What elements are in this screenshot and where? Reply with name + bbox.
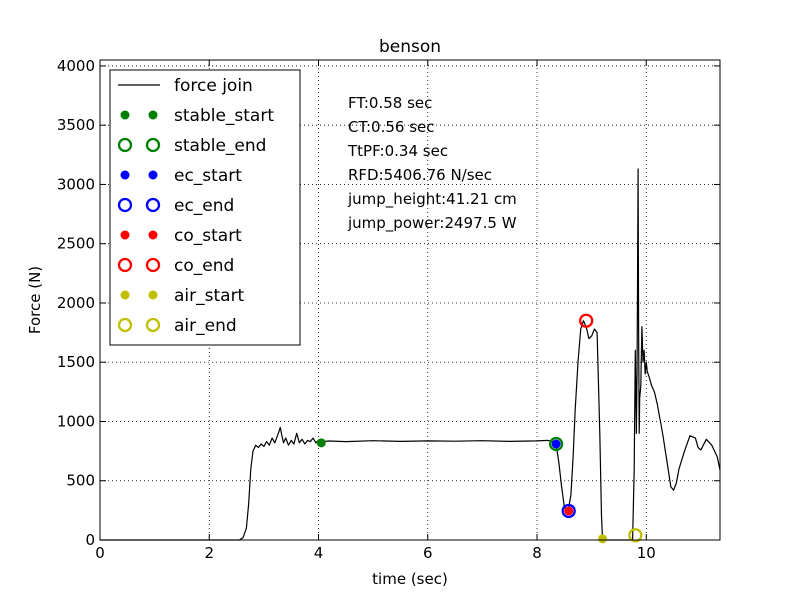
y-tick-label: 500 [66, 472, 95, 490]
legend-swatch-ec-start [148, 170, 158, 180]
marker-co-start [564, 506, 574, 516]
annotation-ct: CT:0.56 sec [348, 118, 435, 136]
legend-frame [109, 69, 301, 346]
legend-swatch-air-start [148, 290, 158, 300]
legend-label-stable-start: stable_start [174, 106, 274, 126]
legend-swatch-stable-end [117, 137, 133, 153]
y-tick-label: 1500 [57, 353, 95, 371]
legend-swatch-ec-end [117, 197, 133, 213]
legend-swatch-co-start [148, 230, 158, 240]
legend-label-air-end: air_end [174, 316, 237, 336]
legend-label-air-start: air_start [174, 286, 245, 306]
legend-swatch-co-end [117, 257, 133, 273]
legend-label-force-join: force join [174, 76, 253, 96]
y-tick-label: 2500 [57, 235, 95, 253]
y-tick-label: 4000 [57, 57, 95, 75]
annotation-rfd: RFD:5406.76 N/sec [348, 166, 492, 184]
y-tick-label: 3500 [57, 116, 95, 134]
tick-layer: 0 2 4 6 8 10 0 500 1000 1500 2000 2500 3000 3500 4000 [57, 57, 720, 562]
marker-ec-start [551, 439, 561, 449]
x-tick-label: 0 [95, 544, 105, 562]
marker-air-end [628, 528, 643, 543]
annotation-ttpf: TtPF:0.34 sec [347, 142, 448, 160]
legend-swatch-air-end [145, 317, 161, 333]
y-tick-label: 1000 [57, 412, 95, 430]
stats-annotation-block: FT:0.58 sec CT:0.56 sec TtPF:0.34 sec RF… [347, 94, 517, 233]
series-line-force-join [100, 168, 721, 541]
legend-swatch-air-end [117, 317, 133, 333]
annotation-ft: FT:0.58 sec [348, 94, 432, 112]
marker-layer [316, 313, 643, 544]
legend-swatch-stable-start [120, 110, 130, 120]
legend-swatch-air-start [120, 290, 130, 300]
legend-swatch-co-end [145, 257, 161, 273]
legend-label-ec-end: ec_end [174, 196, 234, 216]
legend-swatch-ec-start [120, 170, 130, 180]
y-tick-label: 2000 [57, 294, 95, 312]
line-layer [100, 168, 721, 541]
x-tick-label: 8 [532, 544, 542, 562]
legend-swatch-stable-end [145, 137, 161, 153]
chart-title: benson [379, 37, 441, 57]
annotation-jump-height: jump_height:41.21 cm [347, 190, 517, 209]
marker-stable-start [316, 438, 326, 448]
y-axis-label: Force (N) [26, 266, 44, 334]
legend-swatch-co-start [120, 230, 130, 240]
marker-co-end [579, 313, 594, 328]
x-axis-label: time (sec) [372, 570, 448, 588]
annotation-jump-power: jump_power:2497.5 W [347, 214, 517, 233]
x-tick-label: 4 [314, 544, 324, 562]
legend-swatch-ec-end [145, 197, 161, 213]
legend: force join stable_start stable_end ec_start… [109, 69, 301, 346]
legend-label-co-end: co_end [174, 256, 234, 276]
x-tick-label: 6 [423, 544, 433, 562]
legend-label-co-start: co_start [174, 226, 242, 246]
plot-frame [99, 59, 721, 541]
x-tick-label: 10 [637, 544, 656, 562]
marker-ec-end [561, 503, 576, 519]
y-tick-label: 3000 [57, 175, 95, 193]
marker-stable-end [548, 436, 564, 452]
legend-swatch-stable-start [148, 110, 158, 120]
legend-label-stable-end: stable_end [174, 136, 266, 156]
marker-air-start [598, 534, 608, 544]
y-tick-label: 0 [85, 531, 95, 549]
x-tick-label: 2 [204, 544, 214, 562]
legend-label-ec-start: ec_start [174, 166, 242, 186]
